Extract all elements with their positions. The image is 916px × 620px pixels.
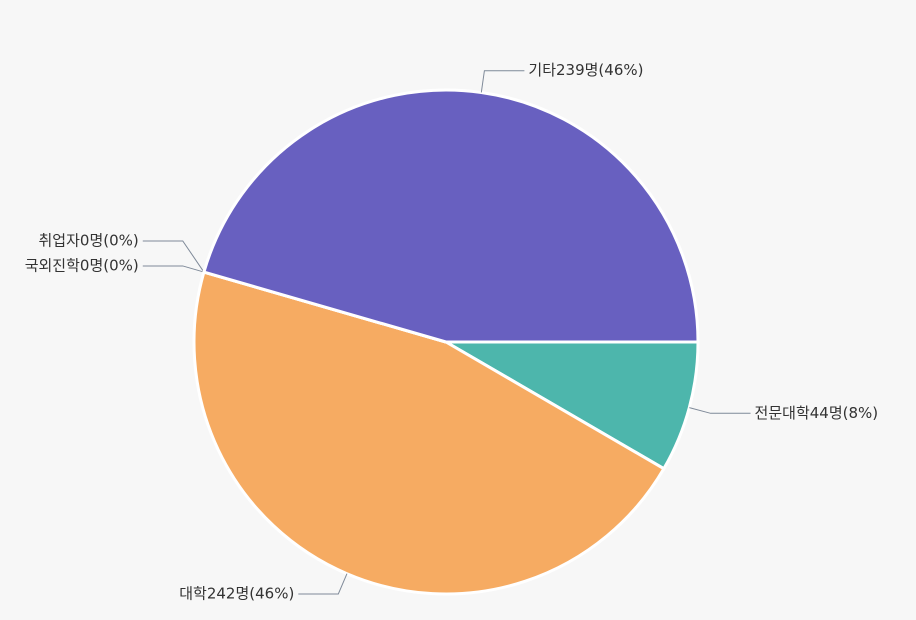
pie-slice — [192, 270, 666, 596]
pie-slice — [440, 340, 700, 471]
leader-line — [142, 240, 205, 273]
data-label: 대학242명(46%) — [179, 584, 294, 602]
leader-line — [142, 265, 205, 273]
leader-line — [480, 70, 525, 93]
pie-slice — [202, 88, 700, 344]
data-label: 기타239명(46%) — [528, 61, 643, 79]
data-label: 전문대학44명(8%) — [755, 404, 879, 422]
leader-line — [689, 407, 751, 414]
data-label: 취업자0명(0%) — [39, 231, 139, 249]
leader-line — [298, 573, 348, 595]
data-label: 국외진학0명(0%) — [25, 256, 139, 274]
